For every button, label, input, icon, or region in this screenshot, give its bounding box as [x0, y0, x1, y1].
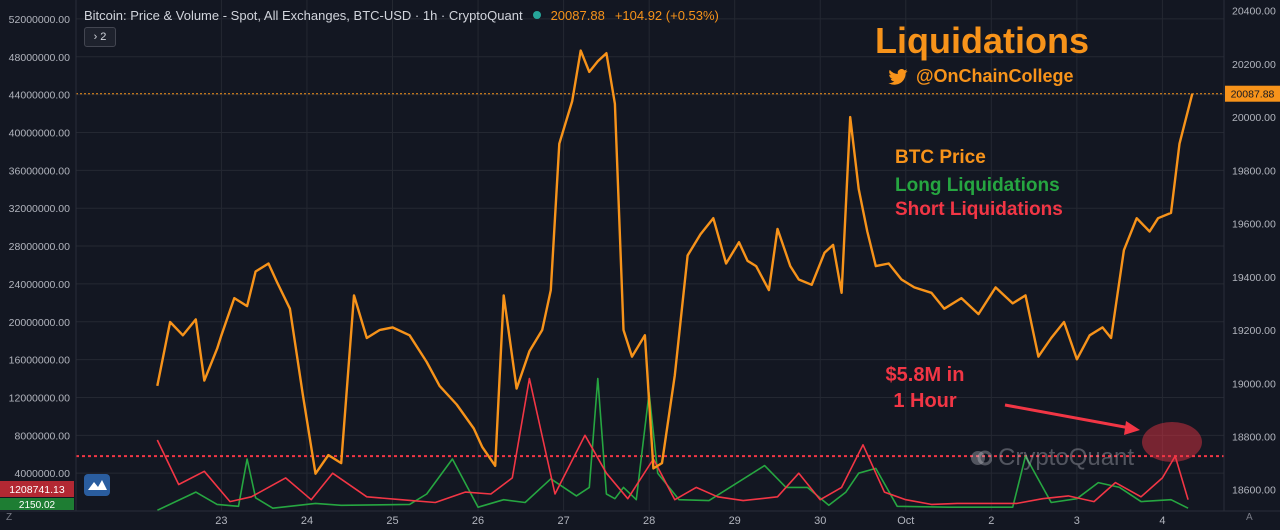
left-tick-label: 24000000.00: [9, 279, 70, 291]
x-tick-label: 4: [1159, 515, 1165, 527]
right-tick-label: 19200.00: [1232, 325, 1276, 337]
right-tick-label: 20200.00: [1232, 59, 1276, 71]
left-tick-label: 48000000.00: [9, 52, 70, 64]
x-tick-label: 24: [301, 515, 313, 527]
left-value-badge-text: 1208741.13: [9, 484, 65, 496]
series-line: [156, 49, 1194, 475]
twitter-bird-icon: [888, 68, 908, 85]
left-tick-label: 28000000.00: [9, 241, 70, 253]
reference-lines: [76, 93, 1224, 462]
x-tick-label: 27: [557, 515, 569, 527]
left-tick-label: 36000000.00: [9, 165, 70, 177]
exchange-logo-icon: [84, 474, 110, 496]
x-tick-label: 30: [814, 515, 826, 527]
x-tick-label: 29: [729, 515, 741, 527]
left-tick-label: 44000000.00: [9, 90, 70, 102]
left-tick-label: 16000000.00: [9, 355, 70, 367]
left-tick-label: 32000000.00: [9, 203, 70, 215]
chart-header: Bitcoin: Price & Volume - Spot, All Exch…: [84, 6, 719, 24]
price-change: +104.92 (+0.53%): [614, 7, 719, 23]
left-value-badge-2: [0, 498, 74, 510]
overlay-title: Liquidations: [875, 20, 1089, 61]
annotation-highlight: [1142, 422, 1202, 462]
twitter-handle: @OnChainCollege: [888, 66, 1074, 87]
x-tick-label: 25: [386, 515, 398, 527]
x-tick-label: 23: [215, 515, 227, 527]
left-tick-label: 40000000.00: [9, 127, 70, 139]
axis-badges: 1208741.13 2150.02 20087.88: [0, 85, 1280, 511]
annotation-line-2: 1 Hour: [893, 390, 957, 412]
corner-label-right: A: [1246, 512, 1253, 523]
series-line: [156, 377, 1189, 506]
long-liquidations-series: [156, 377, 1189, 512]
exchange-logo-mark: [88, 480, 107, 490]
annotation-arrow-head: [1124, 421, 1140, 435]
x-axis: 23 24 25 26 27 28 29 30 Oct 2 3 4: [0, 510, 1280, 527]
left-tick-label: 4000000.00: [15, 468, 71, 480]
right-price-badge: [1225, 85, 1280, 102]
short-liquidations-series: [156, 377, 1189, 506]
annotation-arrow-shaft: [1004, 403, 1131, 430]
right-tick-label: 19800.00: [1232, 165, 1276, 177]
right-tick-label: 20400.00: [1232, 6, 1276, 18]
x-tick-label: 2: [988, 515, 994, 527]
left-value-badge: [0, 481, 74, 497]
chart-title: Bitcoin: Price & Volume - Spot, All Exch…: [84, 7, 523, 23]
x-tick-label: 28: [643, 515, 655, 527]
x-tick-label: Oct: [897, 515, 914, 527]
left-value-badge-2-text: 2150.02: [19, 500, 56, 511]
right-tick-label: 19600.00: [1232, 219, 1276, 231]
handle-text: @OnChainCollege: [916, 66, 1074, 86]
left-axis: 4000000.00 8000000.00 12000000.00 16000000.…: [9, 0, 77, 511]
x-tick-label: 26: [472, 515, 484, 527]
right-tick-label: 19000.00: [1232, 378, 1276, 390]
left-tick-label: 20000000.00: [9, 317, 70, 329]
btc-price-series: [156, 49, 1194, 475]
left-tick-label: 12000000.00: [9, 392, 70, 404]
watermark-text: CryptoQuant: [998, 444, 1135, 471]
collapse-indicators-button[interactable]: › 2: [84, 27, 116, 47]
left-tick-label: 52000000.00: [9, 14, 70, 26]
right-tick-label: 18800.00: [1232, 431, 1276, 443]
series-line: [156, 377, 1189, 512]
cryptoquant-logo-icon: [971, 450, 992, 466]
watermark: CryptoQuant: [970, 444, 1134, 472]
annotation-line-1: $5.8M in: [885, 364, 965, 386]
corner-label-left: Z: [6, 512, 13, 523]
x-tick-label: 3: [1074, 515, 1080, 527]
right-price-badge-text: 20087.88: [1231, 89, 1275, 101]
legend-price: BTC Price: [895, 147, 986, 168]
last-price: 20087.88: [550, 7, 605, 23]
status-dot-icon: [532, 11, 541, 19]
left-tick-label: 8000000.00: [15, 430, 71, 442]
right-axis: 18600.00 18800.00 19000.00 19200.00 19400.00…: [1223, 0, 1276, 511]
right-tick-label: 20000.00: [1232, 112, 1276, 124]
legend-long: Long Liquidations: [895, 175, 1060, 196]
right-tick-label: 19400.00: [1232, 272, 1276, 284]
annotation-label: $5.8M in 1 Hour: [860, 362, 990, 414]
legend-short: Short Liquidations: [895, 199, 1063, 220]
right-tick-label: 18600.00: [1232, 485, 1276, 497]
grid: [76, 0, 1224, 511]
